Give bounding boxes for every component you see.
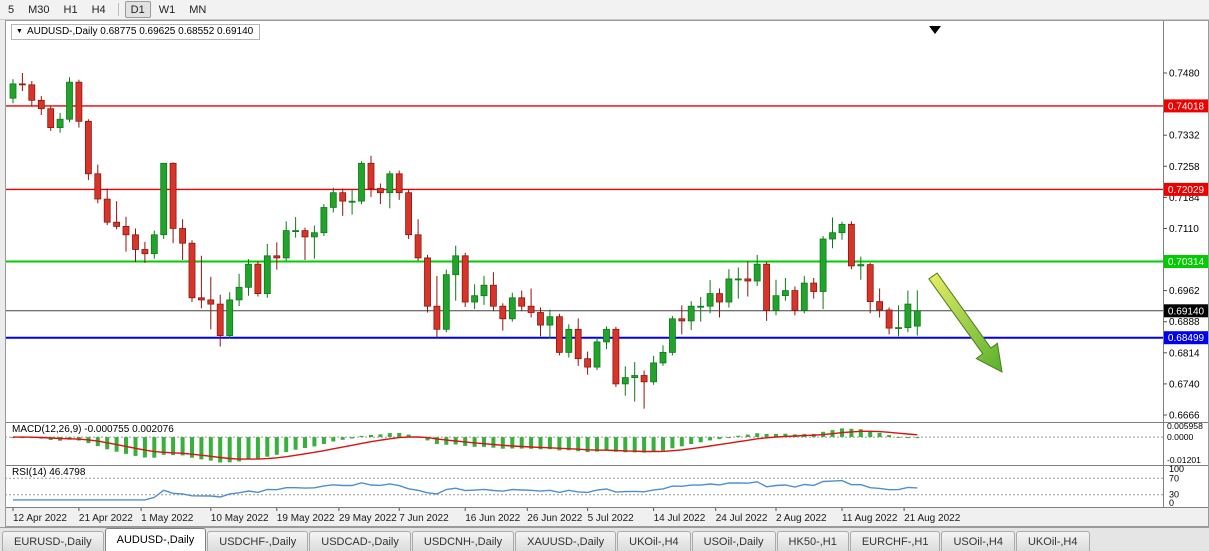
chart-ohlc-text: AUDUSD-,Daily 0.68775 0.69625 0.68552 0.…	[26, 26, 254, 37]
svg-text:0.7332: 0.7332	[1169, 131, 1200, 142]
horizontal-lines[interactable]	[5, 105, 1163, 339]
svg-text:0.70314: 0.70314	[1168, 257, 1205, 268]
svg-text:0.6740: 0.6740	[1169, 379, 1200, 390]
svg-text:0.68499: 0.68499	[1168, 333, 1205, 344]
svg-text:26 Jun 2022: 26 Jun 2022	[527, 513, 582, 524]
svg-text:0: 0	[1169, 498, 1174, 508]
svg-text:0.6962: 0.6962	[1169, 286, 1200, 297]
svg-text:10 May 2022: 10 May 2022	[211, 513, 269, 524]
svg-text:7 Jun 2022: 7 Jun 2022	[399, 513, 449, 524]
svg-text:0.74018: 0.74018	[1168, 101, 1205, 112]
price-badge-resistance-lower	[1164, 182, 1208, 196]
svg-text:0.69140: 0.69140	[1168, 306, 1205, 317]
tab-usoil-h4[interactable]: USOil-,H4	[941, 531, 1015, 551]
date-axis[interactable]: 12 Apr 2022 21 Apr 2022 1 May 2022 10 May 2…	[12, 508, 961, 524]
svg-text:11 Aug 2022: 11 Aug 2022	[842, 513, 898, 524]
svg-text:70: 70	[1169, 473, 1179, 483]
svg-text:0.7480: 0.7480	[1169, 69, 1200, 80]
svg-text:14 Jul 2022: 14 Jul 2022	[654, 513, 706, 524]
svg-text:2 Aug 2022: 2 Aug 2022	[776, 513, 827, 524]
svg-text:21 Apr 2022: 21 Apr 2022	[79, 513, 133, 524]
dropdown-triangle-icon: ▼	[16, 28, 23, 35]
svg-text:16 Jun 2022: 16 Jun 2022	[465, 513, 520, 524]
timeframe-h4[interactable]: H4	[86, 1, 112, 18]
toolbar-separator	[117, 3, 119, 16]
tab-usdcad-daily[interactable]: USDCAD-,Daily	[309, 531, 411, 551]
macd-histogram	[11, 428, 920, 463]
date-axis-strip[interactable]	[5, 507, 1209, 528]
chart-area[interactable]: 0.7480 0.7332 0.7258 0.7184 0.7110 0.6962 0.68…	[5, 20, 1209, 527]
annotation-arrow[interactable]	[928, 272, 1003, 373]
svg-text:0.0000: 0.0000	[1167, 432, 1194, 442]
tab-ukoil-h4[interactable]: UKOil-,H4	[617, 531, 691, 551]
timeframe-mn[interactable]: MN	[183, 1, 212, 18]
price-chart-canvas[interactable]: 0.7480 0.7332 0.7258 0.7184 0.7110 0.6962 0.68…	[5, 20, 1209, 527]
chart-shift-marker-icon[interactable]	[929, 26, 941, 34]
tab-eurchf-h1[interactable]: EURCHF-,H1	[849, 531, 941, 551]
svg-text:0.6888: 0.6888	[1169, 317, 1200, 328]
svg-text:21 Aug 2022: 21 Aug 2022	[904, 513, 961, 524]
macd-signal-line	[13, 430, 918, 460]
timeframe-5[interactable]: 5	[2, 1, 20, 18]
tab-eurusd-daily[interactable]: EURUSD-,Daily	[2, 531, 104, 551]
svg-text:-0.01201: -0.01201	[1167, 455, 1201, 465]
candles-layer	[9, 73, 921, 409]
tab-xauusd-daily[interactable]: XAUUSD-,Daily	[515, 531, 617, 551]
current-price-badge	[1164, 304, 1208, 318]
svg-text:1 May 2022: 1 May 2022	[141, 513, 194, 524]
price-badge-support-blue	[1164, 331, 1208, 345]
tab-usoil-daily[interactable]: USOil-,Daily	[691, 531, 776, 551]
svg-text:19 May 2022: 19 May 2022	[277, 513, 335, 524]
svg-text:0.7184: 0.7184	[1169, 193, 1200, 204]
timeframe-m30[interactable]: M30	[22, 1, 55, 18]
timeframe-d1[interactable]: D1	[124, 1, 151, 18]
tab-ukoil-h4[interactable]: UKOil-,H4	[1015, 531, 1090, 551]
price-badge-resistance-upper	[1164, 99, 1208, 113]
tab-audusd-daily[interactable]: AUDUSD-,Daily	[104, 528, 207, 551]
symbol-tabbar: EURUSD-,Daily AUDUSD-,Daily USDCHF-,Daily U…	[0, 527, 1209, 551]
svg-text:0.005958: 0.005958	[1167, 421, 1203, 431]
timeframe-toolbar: 5 M30 H1 H4 D1 W1 MN	[0, 0, 1209, 20]
svg-text:0.7258: 0.7258	[1169, 162, 1200, 173]
tab-usdchf-daily[interactable]: USDCHF-,Daily	[207, 531, 309, 551]
tab-hk50-h1[interactable]: HK50-,H1	[776, 531, 849, 551]
svg-text:100: 100	[1169, 464, 1184, 474]
price-badge-support-green	[1164, 255, 1208, 268]
svg-text:5 Jul 2022: 5 Jul 2022	[588, 513, 635, 524]
svg-text:30: 30	[1169, 490, 1179, 500]
chart-ohlc-box: ▼ AUDUSD-,Daily 0.68775 0.69625 0.68552 …	[11, 24, 261, 40]
price-axis[interactable]: 0.7480 0.7332 0.7258 0.7184 0.7110 0.6962 0.68…	[1163, 69, 1208, 509]
svg-text:0.6666: 0.6666	[1169, 411, 1200, 422]
timeframe-w1[interactable]: W1	[153, 1, 182, 18]
timeframe-h1[interactable]: H1	[58, 1, 84, 18]
svg-text:29 May 2022: 29 May 2022	[339, 513, 397, 524]
svg-text:0.6814: 0.6814	[1169, 348, 1200, 359]
chart-background	[5, 20, 1209, 527]
tab-usdcnh-daily[interactable]: USDCNH-,Daily	[411, 531, 515, 551]
rsi-line	[13, 479, 918, 501]
svg-text:0.72029: 0.72029	[1168, 185, 1205, 196]
svg-text:0.7110: 0.7110	[1169, 224, 1199, 235]
svg-text:12 Apr 2022: 12 Apr 2022	[13, 513, 67, 524]
svg-text:24 Jul 2022: 24 Jul 2022	[716, 513, 768, 524]
